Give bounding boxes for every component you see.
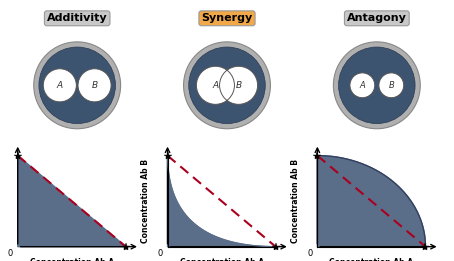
Ellipse shape xyxy=(189,47,265,123)
Text: Synergy: Synergy xyxy=(202,13,252,23)
Text: Concentration Ab B: Concentration Ab B xyxy=(142,159,150,243)
Text: 0: 0 xyxy=(8,250,13,258)
Text: Antagony: Antagony xyxy=(347,13,407,23)
Text: Concentration Ab A: Concentration Ab A xyxy=(179,258,264,261)
Text: B: B xyxy=(92,81,98,90)
Circle shape xyxy=(220,66,257,104)
Text: A: A xyxy=(57,81,63,90)
Text: Additivity: Additivity xyxy=(47,13,108,23)
Text: Concentration Ab A: Concentration Ab A xyxy=(30,258,114,261)
Ellipse shape xyxy=(39,47,115,123)
Text: B: B xyxy=(236,81,242,90)
Text: B: B xyxy=(389,81,394,90)
Text: 0: 0 xyxy=(158,250,163,258)
Polygon shape xyxy=(168,156,276,247)
Text: Concentration Ab B: Concentration Ab B xyxy=(291,159,300,243)
Polygon shape xyxy=(317,156,425,247)
Circle shape xyxy=(350,73,375,98)
Text: 0: 0 xyxy=(307,250,312,258)
Ellipse shape xyxy=(333,42,420,129)
Text: A: A xyxy=(360,81,365,90)
Ellipse shape xyxy=(34,42,121,129)
Text: Concentration Ab A: Concentration Ab A xyxy=(329,258,414,261)
Circle shape xyxy=(43,69,76,102)
Circle shape xyxy=(197,66,234,104)
Circle shape xyxy=(78,69,111,102)
Polygon shape xyxy=(18,156,126,247)
Circle shape xyxy=(379,73,404,98)
Ellipse shape xyxy=(339,47,415,123)
Ellipse shape xyxy=(183,42,271,129)
Text: A: A xyxy=(212,81,218,90)
